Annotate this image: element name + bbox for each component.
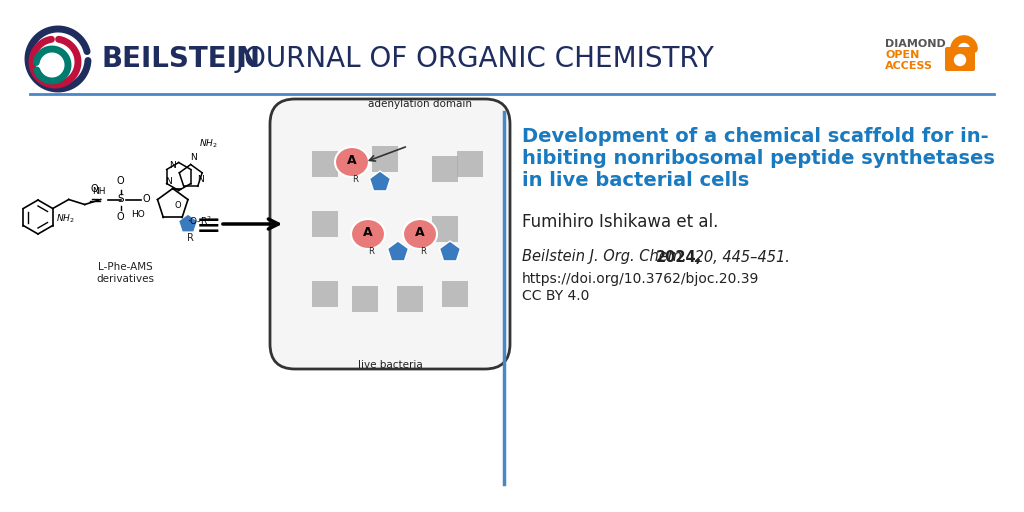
Text: L-Phe-AMS: L-Phe-AMS (98, 262, 153, 272)
Bar (372, 146, 398, 172)
Text: NH: NH (92, 186, 105, 196)
Text: R: R (420, 246, 426, 255)
Text: Fumihiro Ishikawa et al.: Fumihiro Ishikawa et al. (522, 213, 719, 231)
Text: R: R (186, 233, 194, 243)
Text: Beilstein J. Org. Chem.: Beilstein J. Org. Chem. (522, 249, 691, 265)
Text: A: A (415, 225, 425, 239)
Text: hibiting nonribosomal peptide synthetases: hibiting nonribosomal peptide synthetase… (522, 150, 995, 168)
Text: in live bacterial cells: in live bacterial cells (522, 172, 750, 190)
Text: N: N (165, 178, 172, 186)
Bar (312, 211, 338, 237)
Text: DIAMOND: DIAMOND (885, 39, 946, 49)
Text: 20, 445–451.: 20, 445–451. (690, 249, 790, 265)
Text: $NH_2$: $NH_2$ (200, 138, 218, 151)
Polygon shape (370, 171, 390, 191)
Text: https://doi.org/10.3762/bjoc.20.39: https://doi.org/10.3762/bjoc.20.39 (522, 272, 760, 286)
Text: N: N (190, 154, 197, 162)
Bar (312, 281, 338, 307)
Text: N: N (198, 175, 204, 183)
Text: HO: HO (131, 210, 144, 219)
Text: A: A (364, 225, 373, 239)
Ellipse shape (335, 147, 369, 177)
Circle shape (954, 54, 966, 66)
Text: R: R (352, 175, 358, 183)
Bar (442, 281, 468, 307)
Bar (397, 286, 423, 312)
Text: O: O (174, 202, 181, 210)
Text: live bacteria: live bacteria (357, 360, 422, 370)
Ellipse shape (403, 219, 437, 249)
Text: O: O (117, 212, 125, 223)
Polygon shape (439, 241, 461, 261)
Text: $NH_2$: $NH_2$ (56, 212, 75, 225)
Text: Development of a chemical scaffold for in-: Development of a chemical scaffold for i… (522, 127, 988, 146)
Text: O: O (117, 177, 125, 186)
Text: N: N (169, 161, 176, 170)
Text: OPEN: OPEN (885, 50, 920, 60)
Text: $\equiv$: $\equiv$ (189, 209, 220, 239)
Bar (457, 151, 483, 177)
Ellipse shape (351, 219, 385, 249)
Text: JOURNAL OF ORGANIC CHEMISTRY: JOURNAL OF ORGANIC CHEMISTRY (227, 45, 714, 73)
Polygon shape (178, 214, 198, 232)
Text: A: A (347, 154, 356, 166)
Text: BEILSTEIN: BEILSTEIN (102, 45, 261, 73)
Text: $\cdot$O-R$^2$: $\cdot$O-R$^2$ (186, 215, 212, 227)
Text: adenylation domain: adenylation domain (368, 99, 472, 109)
Bar (312, 151, 338, 177)
Text: 2024,: 2024, (656, 249, 702, 265)
Text: CC BY 4.0: CC BY 4.0 (522, 289, 590, 303)
FancyBboxPatch shape (945, 47, 975, 71)
Text: R: R (368, 246, 374, 255)
Text: O: O (142, 194, 151, 203)
FancyBboxPatch shape (270, 99, 510, 369)
Polygon shape (387, 241, 409, 261)
Bar (432, 156, 458, 182)
Text: derivatives: derivatives (96, 274, 155, 284)
Text: O: O (91, 184, 98, 195)
Bar (352, 286, 378, 312)
Bar (432, 216, 458, 242)
Text: ACCESS: ACCESS (885, 61, 933, 71)
Text: S: S (118, 194, 124, 203)
